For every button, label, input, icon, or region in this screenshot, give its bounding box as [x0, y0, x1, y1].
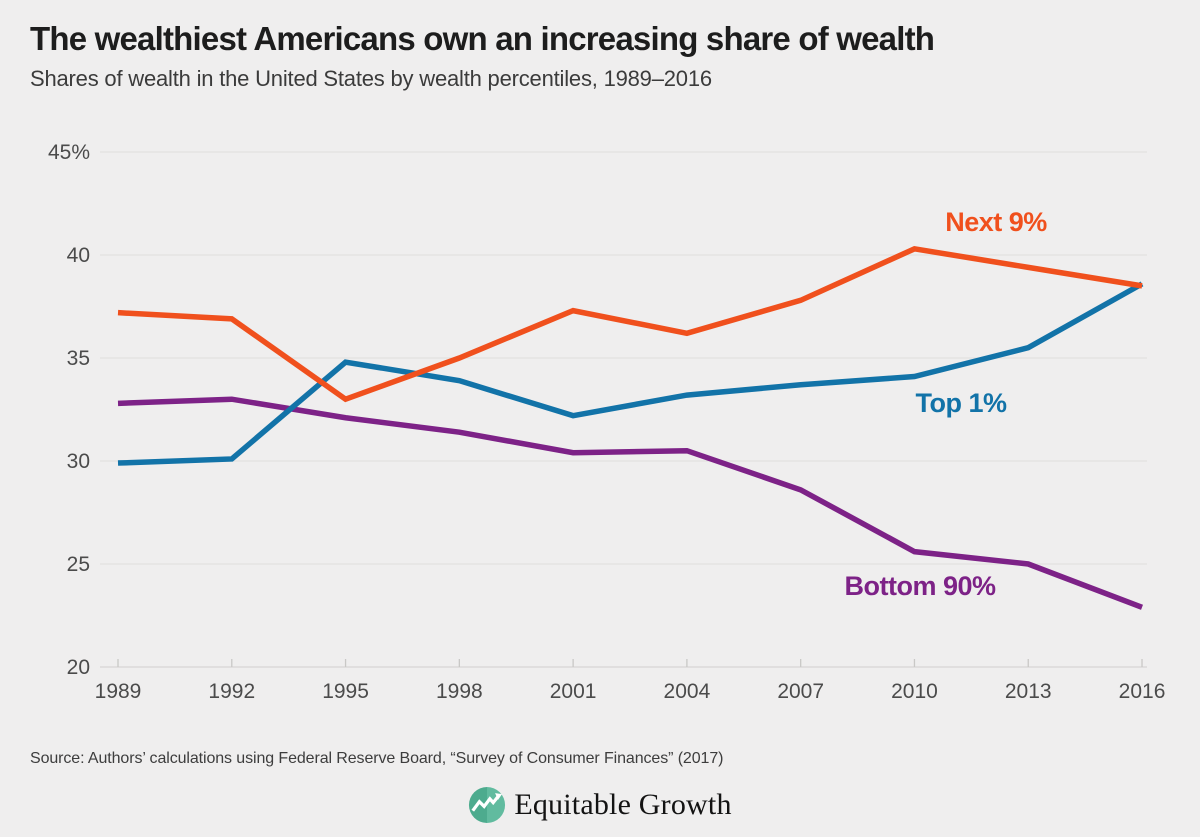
x-axis-tick-label: 2010 [891, 680, 938, 703]
series-line-next-9- [117, 245, 1143, 403]
source-note: Source: Authors’ calculations using Fede… [30, 750, 724, 767]
x-axis-tick-label: 2016 [1119, 680, 1166, 703]
logo-arrowhead [495, 793, 503, 800]
x-axis-tick-label: 2007 [777, 680, 824, 703]
page-title: The wealthiest Americans own an increasi… [30, 20, 935, 57]
y-axis-tick-label: 30 [67, 450, 90, 473]
logo-zigzag-line [471, 794, 501, 812]
growth-chart-circle-icon [469, 786, 506, 824]
x-axis-tick-label: 1995 [322, 680, 369, 703]
y-axis-tick-label: 45% [48, 141, 90, 164]
logo-circle-right [487, 786, 506, 824]
y-axis-tick-label: 25 [67, 553, 90, 576]
series-label-bottom-90-: Bottom 90% [844, 571, 996, 601]
series-label-next-9-: Next 9% [945, 207, 1047, 237]
page-subtitle: Shares of wealth in the United States by… [30, 66, 712, 91]
y-axis-tick-label: 35 [67, 347, 90, 370]
series-label-top-1-: Top 1% [916, 388, 1007, 418]
y-axis-tick-label: 40 [67, 244, 90, 267]
logo: Equitable Growth [0, 786, 1200, 824]
x-axis-tick-label: 1998 [436, 680, 483, 703]
x-axis-tick-label: 1992 [208, 680, 255, 703]
logo-text: Equitable Growth [514, 788, 732, 821]
x-axis-tick-label: 2004 [664, 680, 711, 703]
y-axis-tick-label: 20 [67, 656, 90, 679]
x-axis-tick-label: 2013 [1005, 680, 1052, 703]
x-axis-tick-label: 1989 [95, 680, 142, 703]
x-axis-tick-label: 2001 [550, 680, 597, 703]
series-line-top-1- [117, 281, 1144, 466]
